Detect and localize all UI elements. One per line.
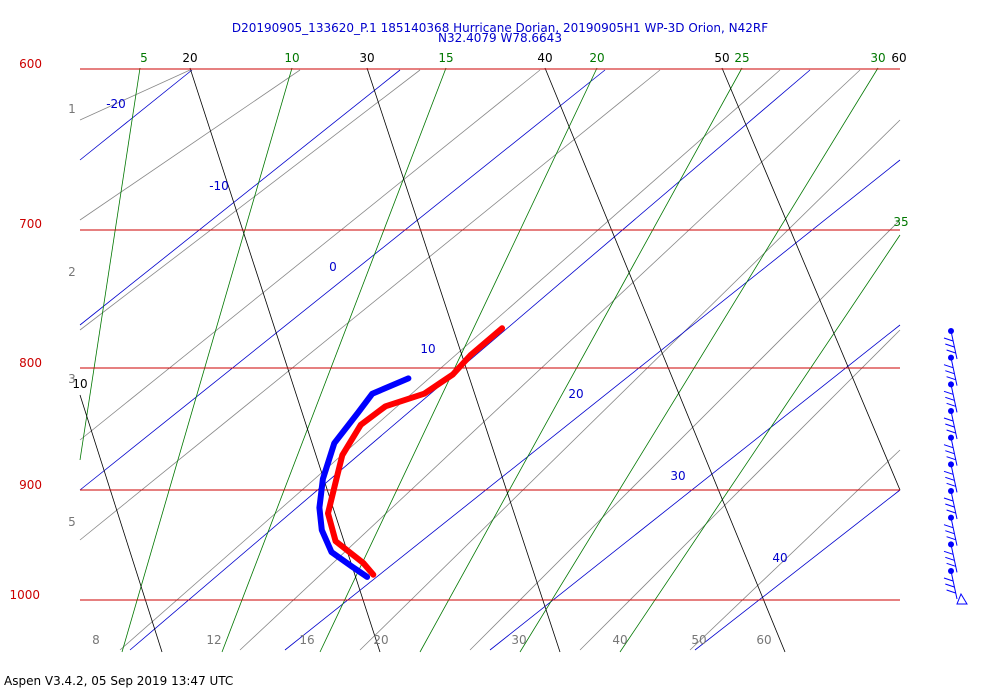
chart-subtitle: N32.4079 W78.6643 bbox=[438, 31, 562, 45]
mixing-ratio-lines bbox=[79, 67, 901, 653]
temperature-label: 50 bbox=[714, 51, 729, 65]
bottom-axis-label: 50 bbox=[691, 633, 706, 647]
wind-barb bbox=[943, 354, 958, 386]
wind-barb bbox=[943, 408, 958, 440]
temperature-labels: 20 30 40 50 60 10 bbox=[72, 51, 906, 391]
temperature-label: 40 bbox=[537, 51, 552, 65]
pressure-label: 600 bbox=[19, 57, 42, 71]
temperature-trace bbox=[325, 325, 506, 578]
wind-barb bbox=[943, 541, 958, 573]
dry-adiabat-label: 10 bbox=[420, 342, 435, 356]
bottom-axis-label: 12 bbox=[206, 633, 221, 647]
mixing-ratio-label: 35 bbox=[893, 215, 908, 229]
wind-barb bbox=[943, 488, 958, 520]
chart-title: D20190905_133620_P.1 185140368 Hurricane… bbox=[232, 21, 768, 35]
dry-adiabat-label: 30 bbox=[670, 469, 685, 483]
dry-adiabat-labels: -20 -10 0 10 20 30 40 bbox=[106, 97, 787, 565]
pressure-label: 1000 bbox=[9, 588, 40, 602]
left-axis-label: 3 bbox=[68, 372, 76, 386]
temperature-label: 60 bbox=[891, 51, 906, 65]
temperature-label: 30 bbox=[359, 51, 374, 65]
bottom-axis-label: 20 bbox=[373, 633, 388, 647]
bottom-axis-label: 40 bbox=[612, 633, 627, 647]
pressure-label: 900 bbox=[19, 478, 42, 492]
bottom-axis-label: 30 bbox=[511, 633, 526, 647]
grid-lines bbox=[79, 67, 901, 653]
left-axis-labels: 1 2 3 5 bbox=[68, 102, 76, 529]
mixing-ratio-label: 20 bbox=[589, 51, 604, 65]
wind-barb bbox=[943, 461, 958, 493]
sounding-traces bbox=[316, 325, 506, 580]
pressure-label: 800 bbox=[19, 356, 42, 370]
wind-barb bbox=[943, 568, 958, 600]
mixing-ratio-label: 30 bbox=[870, 51, 885, 65]
dry-adiabat-label: 0 bbox=[329, 260, 337, 274]
mixing-ratio-labels: 5 10 15 20 25 30 35 bbox=[140, 51, 908, 229]
wind-barb bbox=[943, 514, 958, 546]
temperature-label: 10 bbox=[72, 377, 87, 391]
left-axis-label: 5 bbox=[68, 515, 76, 529]
mixing-ratio-label: 5 bbox=[140, 51, 148, 65]
pressure-label: 700 bbox=[19, 217, 42, 231]
wind-barb bbox=[943, 381, 958, 413]
bottom-axis-label: 60 bbox=[756, 633, 771, 647]
temperature-label: 20 bbox=[182, 51, 197, 65]
dry-adiabat-label: 40 bbox=[772, 551, 787, 565]
mixing-ratio-label: 10 bbox=[284, 51, 299, 65]
mixing-ratio-label: 25 bbox=[734, 51, 749, 65]
wind-barb bbox=[943, 434, 958, 466]
mixing-ratio-label: 15 bbox=[438, 51, 453, 65]
dewpoint-trace bbox=[316, 375, 412, 580]
wind-barb-pennant bbox=[956, 592, 968, 605]
left-axis-label: 2 bbox=[68, 265, 76, 279]
dry-adiabat-label: 20 bbox=[568, 387, 583, 401]
wind-barb bbox=[943, 328, 958, 360]
dry-adiabat-label: -10 bbox=[209, 179, 229, 193]
pressure-labels: 600 700 800 900 1000 bbox=[9, 57, 42, 602]
bottom-axis-label: 16 bbox=[299, 633, 314, 647]
left-axis-label: 1 bbox=[68, 102, 76, 116]
isobars bbox=[80, 68, 900, 601]
bottom-axis-label: 8 bbox=[92, 633, 100, 647]
bottom-axis-labels: 8 12 16 20 30 40 50 60 bbox=[92, 633, 771, 647]
wind-barbs bbox=[943, 328, 968, 605]
footer-text: Aspen V3.4.2, 05 Sep 2019 13:47 UTC bbox=[4, 674, 234, 688]
dry-adiabat-label: -20 bbox=[106, 97, 126, 111]
